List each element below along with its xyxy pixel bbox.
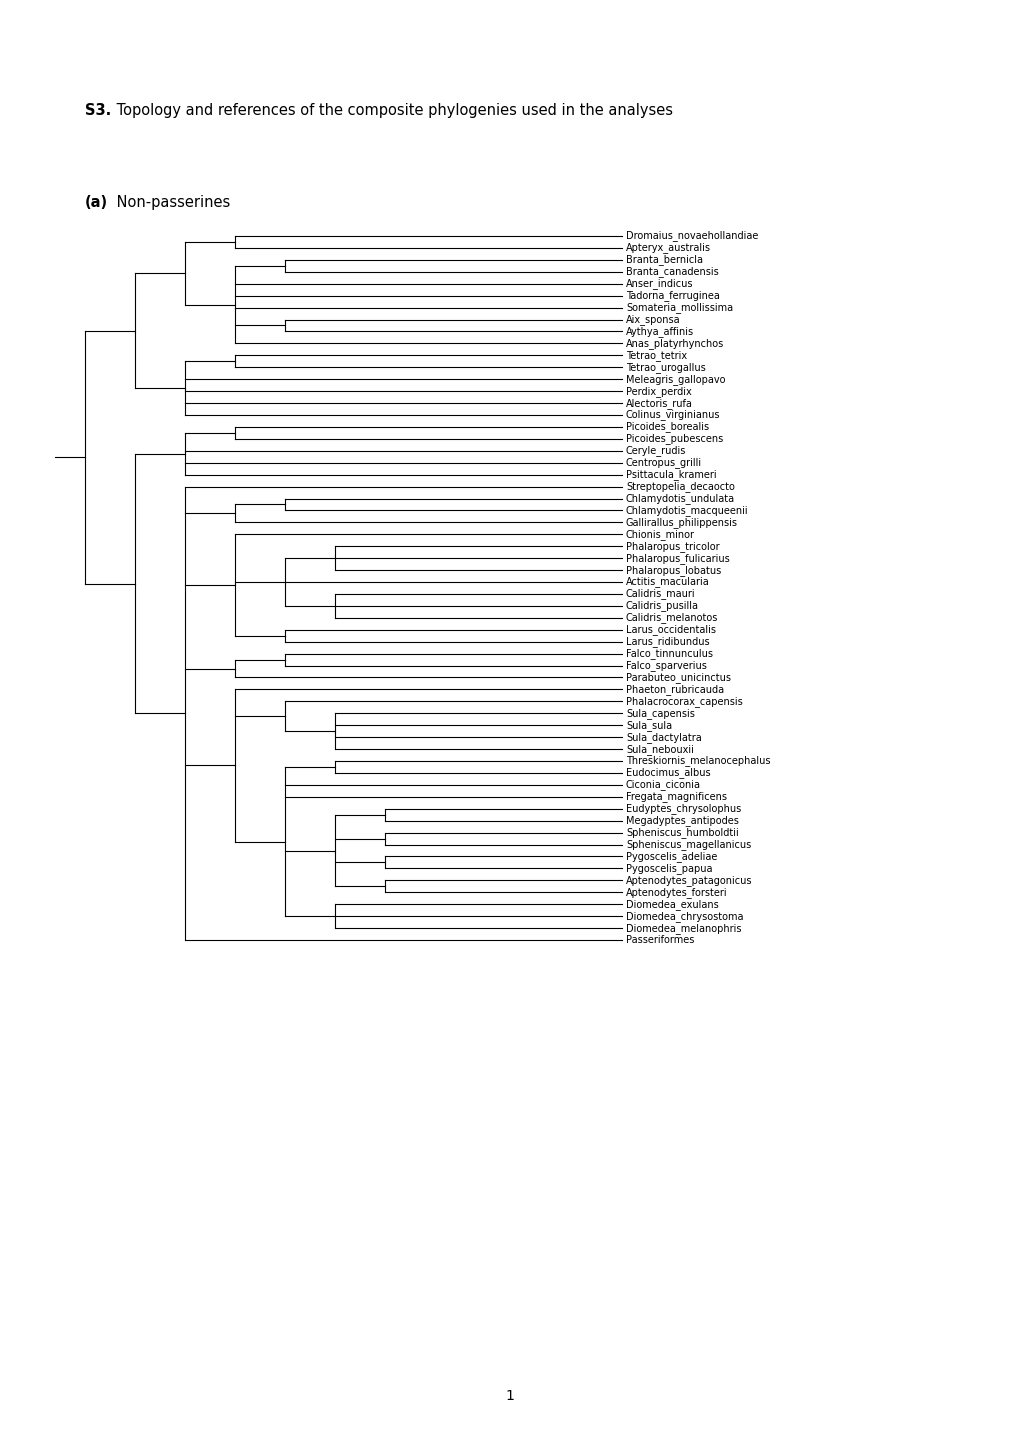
Text: Diomedea_chrysostoma: Diomedea_chrysostoma [626, 911, 743, 922]
Text: Picoides_borealis: Picoides_borealis [626, 421, 708, 433]
Text: Ciconia_ciconia: Ciconia_ciconia [626, 779, 700, 791]
Text: Sula_capensis: Sula_capensis [626, 709, 694, 719]
Text: Diomedea_exulans: Diomedea_exulans [626, 899, 718, 909]
Text: Calidris_melanotos: Calidris_melanotos [626, 612, 717, 623]
Text: Anser_indicus: Anser_indicus [626, 278, 693, 289]
Text: Phaeton_rubricauda: Phaeton_rubricauda [626, 684, 723, 696]
Text: (a): (a) [85, 195, 108, 211]
Text: Chlamydotis_undulata: Chlamydotis_undulata [626, 494, 735, 504]
Text: Pygoscelis_papua: Pygoscelis_papua [626, 863, 712, 874]
Text: Passeriformes: Passeriformes [626, 935, 694, 945]
Text: Colinus_virginianus: Colinus_virginianus [626, 410, 719, 420]
Text: Aythya_affinis: Aythya_affinis [626, 326, 694, 336]
Text: Tadorna_ferruginea: Tadorna_ferruginea [626, 290, 719, 302]
Text: Centropus_grilli: Centropus_grilli [626, 457, 701, 468]
Text: Calidris_pusilla: Calidris_pusilla [626, 600, 698, 612]
Text: Chlamydotis_macqueenii: Chlamydotis_macqueenii [626, 505, 748, 517]
Text: Phalaropus_lobatus: Phalaropus_lobatus [626, 564, 720, 576]
Text: Threskiornis_melanocephalus: Threskiornis_melanocephalus [626, 756, 769, 766]
Text: Branta_bernicla: Branta_bernicla [626, 254, 702, 266]
Text: Alectoris_rufa: Alectoris_rufa [626, 398, 692, 408]
Text: Anas_platyrhynchos: Anas_platyrhynchos [626, 338, 723, 349]
Text: Meleagris_gallopavo: Meleagris_gallopavo [626, 374, 725, 385]
Text: Apteryx_australis: Apteryx_australis [626, 242, 710, 254]
Text: Streptopelia_decaocto: Streptopelia_decaocto [626, 481, 734, 492]
Text: Spheniscus_humboldtii: Spheniscus_humboldtii [626, 827, 738, 838]
Text: Larus_ridibundus: Larus_ridibundus [626, 636, 709, 646]
Text: 1: 1 [505, 1390, 514, 1403]
Text: Actitis_macularia: Actitis_macularia [626, 577, 709, 587]
Text: Dromaius_novaehollandiae: Dromaius_novaehollandiae [626, 231, 758, 241]
Text: Psittacula_krameri: Psittacula_krameri [626, 469, 716, 481]
Text: Picoides_pubescens: Picoides_pubescens [626, 433, 722, 444]
Text: Eudocimus_albus: Eudocimus_albus [626, 768, 710, 778]
Text: Non-passerines: Non-passerines [112, 195, 230, 211]
Text: Larus_occidentalis: Larus_occidentalis [626, 625, 715, 635]
Text: Ceryle_rudis: Ceryle_rudis [626, 446, 686, 456]
Text: Falco_sparverius: Falco_sparverius [626, 659, 706, 671]
Text: Spheniscus_magellanicus: Spheniscus_magellanicus [626, 838, 751, 850]
Text: Pygoscelis_adeliae: Pygoscelis_adeliae [626, 851, 716, 861]
Text: Aptenodytes_forsteri: Aptenodytes_forsteri [626, 887, 727, 898]
Text: Eudyptes_chrysolophus: Eudyptes_chrysolophus [626, 804, 741, 814]
Text: Topology and references of the composite phylogenies used in the analyses: Topology and references of the composite… [112, 102, 673, 118]
Text: Aptenodytes_patagonicus: Aptenodytes_patagonicus [626, 874, 752, 886]
Text: S3.: S3. [85, 102, 111, 118]
Text: Sula_dactylatra: Sula_dactylatra [626, 732, 701, 743]
Text: Gallirallus_philippensis: Gallirallus_philippensis [626, 517, 738, 528]
Text: Diomedea_melanophris: Diomedea_melanophris [626, 922, 741, 934]
Text: Perdix_perdix: Perdix_perdix [626, 385, 691, 397]
Text: Tetrao_tetrix: Tetrao_tetrix [626, 349, 687, 361]
Text: Falco_tinnunculus: Falco_tinnunculus [626, 648, 712, 659]
Text: Branta_canadensis: Branta_canadensis [626, 267, 718, 277]
Text: Somateria_mollissima: Somateria_mollissima [626, 302, 733, 313]
Text: Calidris_mauri: Calidris_mauri [626, 589, 695, 599]
Text: Tetrao_urogallus: Tetrao_urogallus [626, 362, 705, 372]
Text: Phalacrocorax_capensis: Phalacrocorax_capensis [626, 696, 742, 707]
Text: Phalaropus_fulicarius: Phalaropus_fulicarius [626, 553, 729, 564]
Text: Sula_nebouxii: Sula_nebouxii [626, 743, 693, 755]
Text: Chionis_minor: Chionis_minor [626, 528, 694, 540]
Text: Aix_sponsa: Aix_sponsa [626, 315, 680, 325]
Text: Phalaropus_tricolor: Phalaropus_tricolor [626, 541, 719, 551]
Text: Parabuteo_unicinctus: Parabuteo_unicinctus [626, 672, 731, 683]
Text: Fregata_magnificens: Fregata_magnificens [626, 791, 727, 802]
Text: Megadyptes_antipodes: Megadyptes_antipodes [626, 815, 738, 827]
Text: Sula_sula: Sula_sula [626, 720, 672, 730]
